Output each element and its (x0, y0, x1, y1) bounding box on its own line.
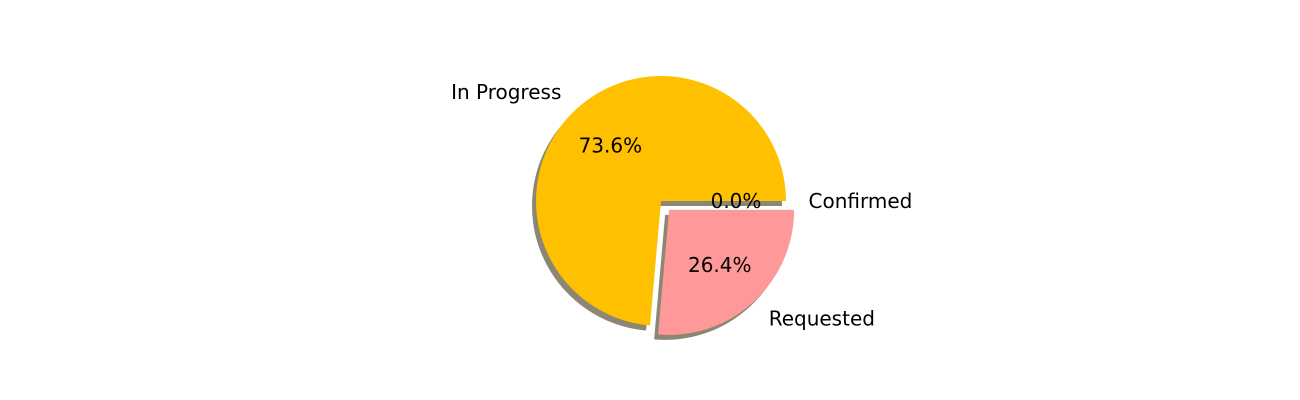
category-label-in-progress: In Progress (451, 80, 561, 104)
percent-label-confirmed: 0.0% (711, 189, 762, 213)
category-label-requested: Requested (769, 307, 875, 331)
pie-slice-requested (658, 209, 795, 335)
percent-label-requested: 26.4% (688, 253, 752, 277)
text-layer: 0.0% Confirmed 26.4% Requested 73.6% In Progr… (451, 80, 912, 330)
percent-label-in-progress: 73.6% (579, 134, 643, 158)
category-label-confirmed: Confirmed (809, 189, 913, 213)
slice-layer (536, 75, 795, 335)
pie-slice-in-progress (536, 75, 786, 326)
